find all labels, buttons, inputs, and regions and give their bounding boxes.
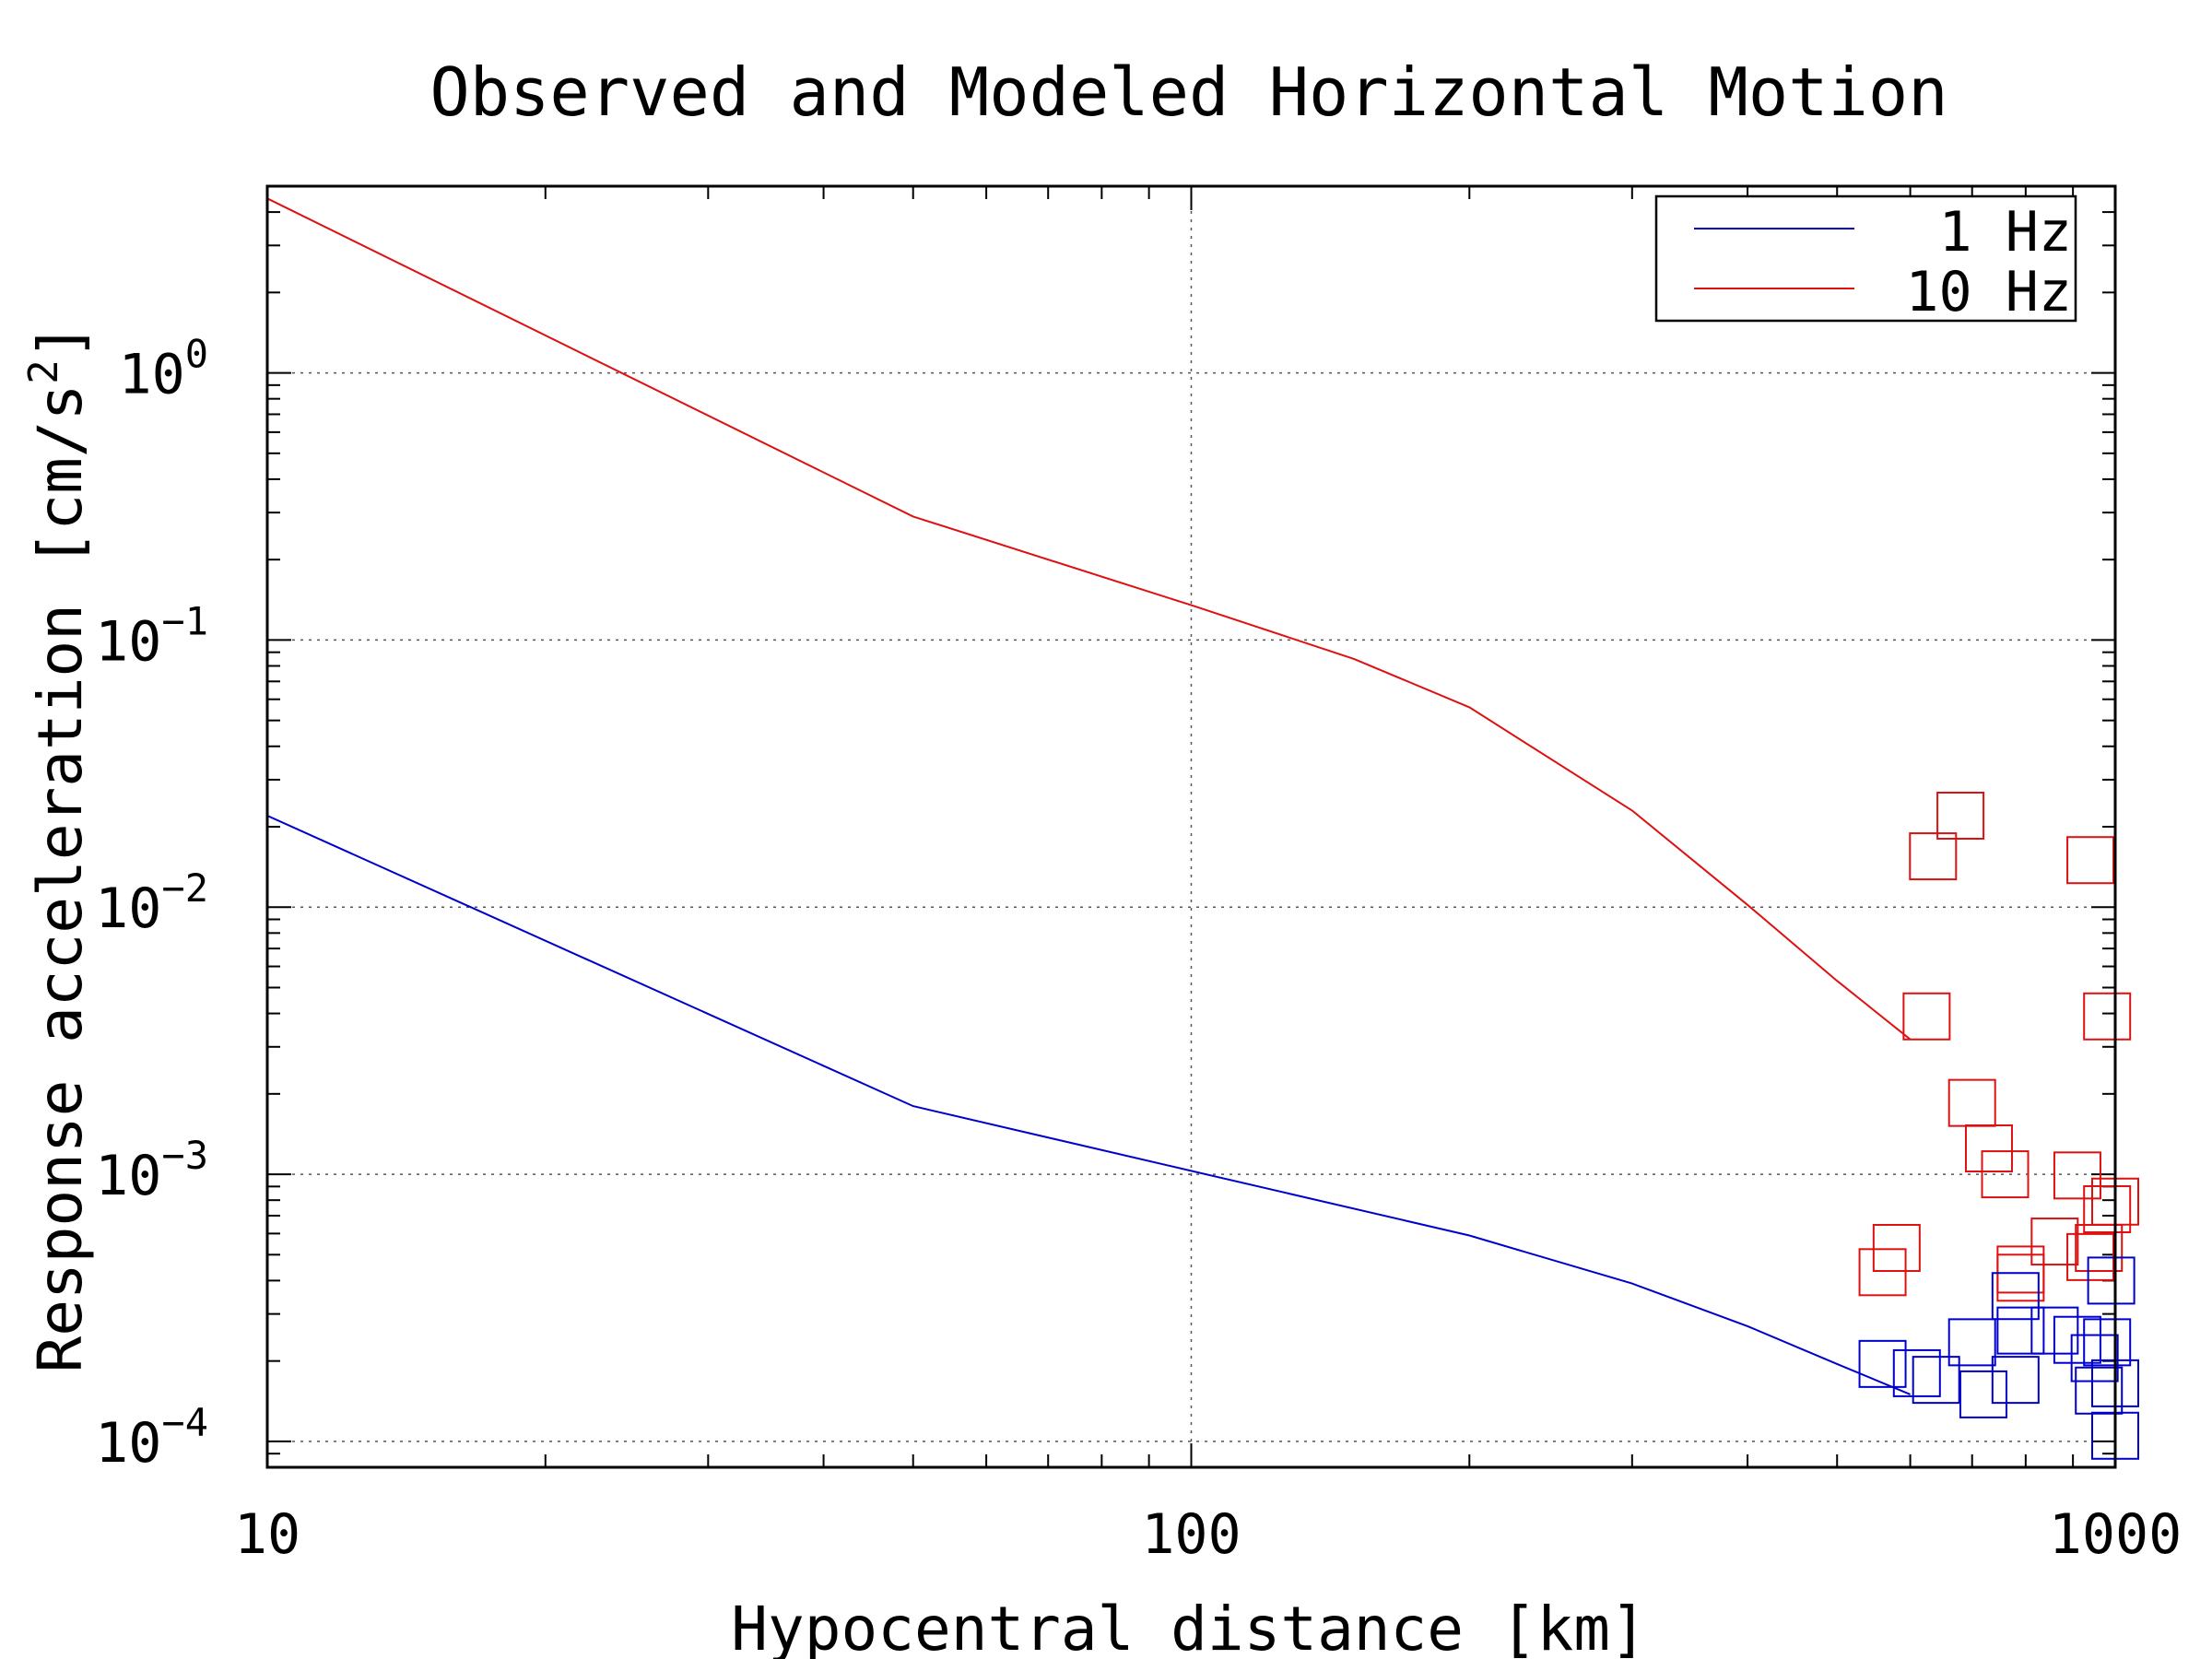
y-tick-label-exponent: 0 — [185, 332, 208, 377]
y-tick-label-base: 10 — [95, 877, 161, 941]
observed-1hz-marker — [1912, 1356, 1960, 1405]
chart-title: Observed and Modeled Horizontal Motion — [429, 53, 1947, 131]
observed-1hz-marker — [1947, 1318, 1996, 1367]
y-tick-label-exponent: −2 — [161, 865, 208, 911]
y-tick-label: 100 — [118, 332, 208, 407]
x-tick-label: 100 — [1141, 1502, 1241, 1567]
observed-10hz-marker — [1981, 1150, 2030, 1199]
plot-frame — [265, 184, 2117, 1469]
legend: 1 Hz 10 Hz — [1654, 194, 2077, 324]
observed-1hz-marker — [2083, 1318, 2132, 1367]
observed-10hz-marker — [1964, 1124, 2013, 1172]
observed-1hz-marker — [1858, 1339, 1907, 1388]
observed-10hz-marker — [1909, 832, 1958, 881]
model-curve-10hz — [266, 197, 1912, 1041]
observed-10hz-marker — [2030, 1218, 2079, 1266]
observed-1hz-marker — [1892, 1348, 1941, 1397]
y-tick-label: 10−1 — [95, 598, 208, 674]
observed-10hz-marker — [2083, 1184, 2132, 1233]
observed-1hz-marker — [2070, 1334, 2119, 1382]
y-tick-label-exponent: −4 — [161, 1400, 208, 1445]
observed-10hz-marker — [2083, 992, 2132, 1041]
legend-label-10hz: 10 Hz — [1905, 260, 2072, 324]
grid — [267, 186, 2115, 1467]
observed-1hz-marker — [1959, 1370, 2007, 1418]
y-axis-label: Response acceleration [cm/s2] — [20, 323, 96, 1372]
observed-1hz-marker — [2053, 1315, 2101, 1364]
observed-10hz-marker — [1902, 992, 1951, 1041]
data-series — [266, 197, 2139, 1460]
y-tick-label-base: 10 — [95, 1411, 161, 1476]
y-axis-label-main: Response acceleration [cm/s — [25, 384, 96, 1373]
y-tick-label: 10−2 — [95, 865, 208, 941]
legend-box — [1654, 194, 2077, 323]
legend-label-1hz: 1 Hz — [1939, 200, 2073, 265]
observed-10hz-marker — [2053, 1151, 2101, 1200]
observed-1hz-marker — [1991, 1272, 2040, 1321]
y-tick-label-base: 10 — [95, 609, 161, 674]
observed-10hz-marker — [1936, 792, 1985, 841]
y-tick-label-exponent: −1 — [161, 598, 208, 643]
y-tick-label: 10−3 — [95, 1133, 208, 1208]
observed-10hz-marker — [2066, 836, 2115, 885]
observed-10hz-marker — [1872, 1223, 1921, 1272]
observed-10hz-marker — [1996, 1253, 2045, 1302]
observed-1hz-marker — [2087, 1256, 2136, 1305]
model-curve-1hz — [266, 815, 1911, 1395]
y-axis-label-superscript: 2 — [20, 359, 67, 384]
y-tick-label: 10−4 — [95, 1400, 208, 1476]
observed-1hz-marker — [1991, 1356, 2040, 1405]
observed-1hz-marker — [1996, 1306, 2045, 1355]
y-tick-label-base: 10 — [118, 343, 184, 407]
y-tick-label-exponent: −3 — [161, 1133, 208, 1178]
x-tick-label: 1000 — [2049, 1502, 2183, 1567]
y-tick-label-base: 10 — [95, 1144, 161, 1208]
observed-10hz-marker — [1858, 1248, 1907, 1297]
x-tick-label: 10 — [234, 1502, 300, 1567]
x-axis-label: Hypocentral distance [km] — [731, 1594, 1646, 1659]
y-axis-label-close: ] — [25, 323, 96, 359]
